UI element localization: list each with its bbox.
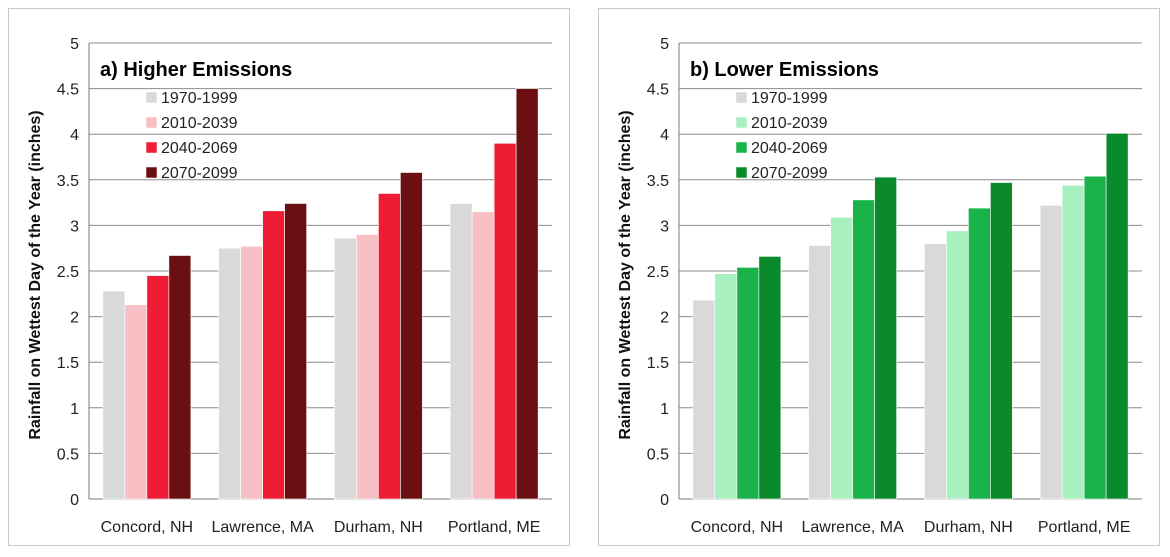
legend-label: 2040-2069 bbox=[751, 140, 828, 157]
y-tick-label: 1 bbox=[660, 401, 669, 418]
x-category-label: Portland, ME bbox=[448, 519, 540, 536]
y-axis-title: Rainfall on Wettest Day of the Year (inc… bbox=[27, 110, 44, 439]
legend-label: 2040-2069 bbox=[161, 140, 238, 157]
bar-durham-nh-1970-1999 bbox=[924, 243, 947, 500]
y-tick-label: 5 bbox=[70, 36, 79, 53]
chart-panel-lower-emissions: 0 0.5 1 1.5 2 2.5 3 3.5 4 4.5 5 Concord, NH Lawrence… bbox=[598, 8, 1160, 546]
y-tick-label: 2 bbox=[70, 310, 79, 327]
x-category-label: Durham, NH bbox=[334, 519, 423, 536]
bar-portland-me-2040-2069 bbox=[1083, 175, 1107, 500]
legend-label: 2070-2099 bbox=[161, 165, 238, 182]
y-tick-label: 4 bbox=[70, 127, 79, 144]
y-axis-title: Rainfall on Wettest Day of the Year (inc… bbox=[617, 110, 634, 439]
bar-chart-higher-emissions: 0 0.5 1 1.5 2 2.5 3 3.5 4 4.5 5 Concord, NH Lawrence… bbox=[27, 36, 552, 536]
legend-label: 1970-1999 bbox=[161, 90, 238, 107]
bar-durham-nh-2070-2099 bbox=[990, 182, 1013, 500]
y-tick-label: 1.5 bbox=[57, 355, 79, 372]
bar-lawrence-ma-2010-2039 bbox=[830, 216, 853, 500]
x-category-label: Portland, ME bbox=[1038, 519, 1130, 536]
x-category-label: Concord, NH bbox=[101, 519, 193, 536]
y-tick-label: 0 bbox=[70, 492, 79, 509]
y-tick-label: 0 bbox=[660, 492, 669, 509]
bar-durham-nh-2070-2099 bbox=[400, 172, 423, 500]
legend-swatch-1970-1999 bbox=[145, 91, 158, 104]
legend-swatch-2070-2099 bbox=[735, 166, 748, 179]
bar-concord-nh-2040-2069 bbox=[146, 275, 170, 500]
y-tick-label: 3 bbox=[70, 218, 79, 235]
legend-swatch-1970-1999 bbox=[735, 91, 748, 104]
bar-durham-nh-2040-2069 bbox=[378, 193, 401, 500]
y-tick-label: 1 bbox=[70, 401, 79, 418]
bar-concord-nh-1970-1999 bbox=[102, 290, 126, 500]
x-category-label: Lawrence, MA bbox=[211, 519, 314, 536]
legend-swatch-2040-2069 bbox=[735, 141, 748, 154]
legend-swatch-2040-2069 bbox=[145, 141, 158, 154]
y-tick-label: 2.5 bbox=[57, 264, 79, 281]
y-tick-label: 4 bbox=[660, 127, 669, 144]
y-tick-label: 3.5 bbox=[57, 173, 79, 190]
bar-concord-nh-2040-2069 bbox=[736, 267, 760, 500]
y-tick-label: 0.5 bbox=[647, 446, 669, 463]
legend-swatch-2010-2039 bbox=[735, 116, 748, 129]
bar-lawrence-ma-2040-2069 bbox=[852, 199, 875, 500]
chart-title: a) Higher Emissions bbox=[100, 59, 292, 81]
bar-concord-nh-2010-2039 bbox=[124, 304, 148, 500]
x-category-label: Concord, NH bbox=[691, 519, 783, 536]
bar-portland-me-1970-1999 bbox=[1039, 205, 1063, 500]
y-tick-label: 1.5 bbox=[647, 355, 669, 372]
y-tick-label: 4.5 bbox=[647, 82, 669, 99]
y-tick-label: 5 bbox=[660, 36, 669, 53]
bar-concord-nh-2070-2099 bbox=[168, 255, 192, 500]
bar-portland-me-2070-2099 bbox=[515, 88, 539, 500]
y-tick-label: 4.5 bbox=[57, 82, 79, 99]
y-tick-label: 0.5 bbox=[57, 446, 79, 463]
legend-swatch-2010-2039 bbox=[145, 116, 158, 129]
bar-portland-me-2010-2039 bbox=[1061, 184, 1085, 500]
legend-swatch-2070-2099 bbox=[145, 166, 158, 179]
bar-durham-nh-1970-1999 bbox=[334, 237, 357, 500]
bar-durham-nh-2010-2039 bbox=[946, 230, 969, 500]
bar-lawrence-ma-1970-1999 bbox=[808, 245, 831, 500]
chart-panel-higher-emissions: 0 0.5 1 1.5 2 2.5 3 3.5 4 4.5 5 Concord, NH Lawrence… bbox=[8, 8, 570, 546]
chart-title: b) Lower Emissions bbox=[690, 59, 879, 81]
bar-concord-nh-1970-1999 bbox=[692, 299, 716, 500]
bar-durham-nh-2040-2069 bbox=[968, 207, 991, 500]
bar-portland-me-2010-2039 bbox=[471, 211, 495, 500]
bar-lawrence-ma-1970-1999 bbox=[218, 247, 241, 500]
legend-label: 2070-2099 bbox=[751, 165, 828, 182]
legend-label: 2010-2039 bbox=[751, 115, 828, 132]
y-tick-label: 3 bbox=[660, 218, 669, 235]
y-tick-label: 2 bbox=[660, 310, 669, 327]
bar-durham-nh-2010-2039 bbox=[356, 234, 379, 500]
bar-lawrence-ma-2070-2099 bbox=[874, 176, 897, 500]
bar-concord-nh-2070-2099 bbox=[758, 256, 782, 500]
bar-lawrence-ma-2010-2039 bbox=[240, 246, 263, 500]
y-tick-label: 2.5 bbox=[647, 264, 669, 281]
y-tick-label: 3.5 bbox=[647, 173, 669, 190]
bar-lawrence-ma-2070-2099 bbox=[284, 203, 307, 500]
legend-label: 2010-2039 bbox=[161, 115, 238, 132]
bar-portland-me-2070-2099 bbox=[1105, 132, 1129, 500]
bar-portland-me-1970-1999 bbox=[449, 203, 473, 500]
bar-lawrence-ma-2040-2069 bbox=[262, 210, 285, 500]
bar-portland-me-2040-2069 bbox=[493, 143, 517, 500]
x-category-label: Lawrence, MA bbox=[801, 519, 904, 536]
legend-label: 1970-1999 bbox=[751, 90, 828, 107]
x-category-label: Durham, NH bbox=[924, 519, 1013, 536]
bar-chart-lower-emissions: 0 0.5 1 1.5 2 2.5 3 3.5 4 4.5 5 Concord, NH Lawrence… bbox=[617, 36, 1142, 536]
bar-concord-nh-2010-2039 bbox=[714, 273, 738, 500]
